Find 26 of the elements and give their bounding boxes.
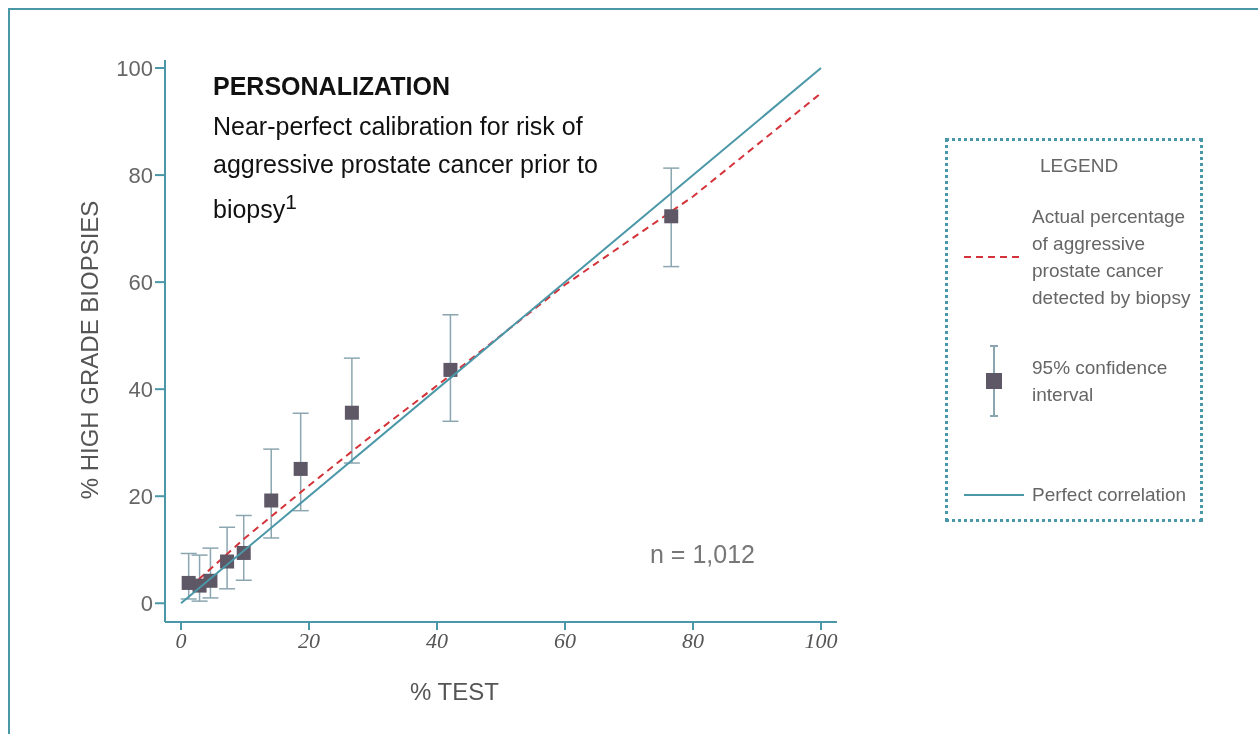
point <box>264 493 279 508</box>
text: Near-perfect calibration for risk of aggressive prostate cancer prior to biopsy$^{1}$ <box>213 112 598 224</box>
y-tick-label: 40 <box>128 376 153 402</box>
point <box>664 209 679 224</box>
x-tick-label: 20 <box>298 627 320 653</box>
point <box>443 362 458 377</box>
legend-title: LEGEND <box>1040 155 1119 176</box>
annotation: n = 1,012 <box>650 540 755 569</box>
x-axis-title: % TEST <box>410 678 499 705</box>
y-tick-label: 20 <box>128 484 153 510</box>
y-tick-label: 60 <box>128 269 153 295</box>
y-tick-label: 0 <box>140 591 153 617</box>
legend-label: Perfect correlation <box>1032 484 1187 505</box>
point <box>293 461 308 476</box>
legend-label: Actual percentage of aggressive prostate cancer detected by biopsy <box>1032 206 1191 308</box>
y-axis-title: % HIGH GRADE BIOPSIES <box>76 200 103 500</box>
legend-label: 95% confidence interval <box>1032 357 1168 405</box>
y-tick-label: 100 <box>116 55 153 81</box>
y-tick-label: 80 <box>128 162 153 188</box>
x-tick-label: 60 <box>554 627 576 653</box>
x-tick-label: 100 <box>804 627 838 653</box>
x-tick-label: 80 <box>682 627 704 653</box>
point <box>344 405 359 420</box>
x-tick-label: 40 <box>426 627 448 653</box>
text: PERSONALIZATION <box>213 72 451 100</box>
x-tick-label: 0 <box>175 627 187 653</box>
